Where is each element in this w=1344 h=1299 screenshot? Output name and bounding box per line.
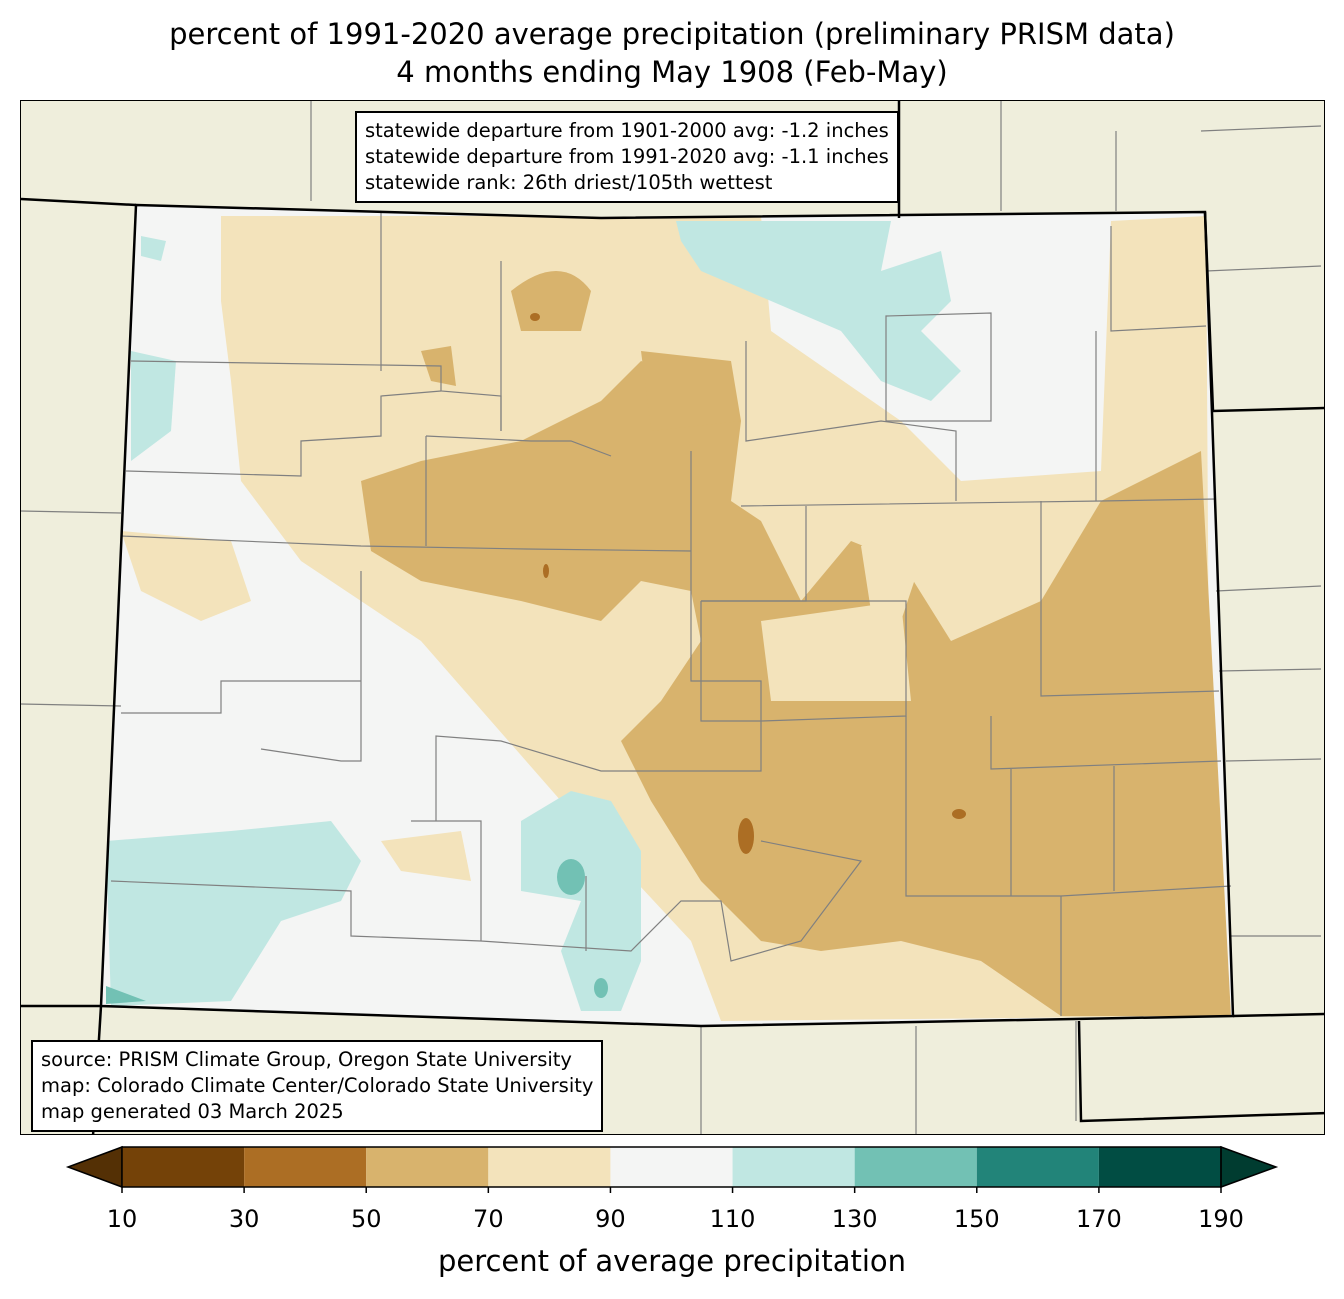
colorbar-tick-label: 170 [1075, 1205, 1122, 1233]
colorbar-bin [244, 1147, 367, 1187]
colorbar-tick-label: 90 [595, 1205, 626, 1233]
colorbar-label: percent of average precipitation [437, 1244, 907, 1278]
statewide-stats-box: statewide departure from 1901-2000 avg: … [355, 111, 899, 203]
colorbar-bin [122, 1147, 245, 1187]
colorado-precip-field [101, 205, 1233, 1026]
generated-date-line: map generated 03 March 2025 [41, 1100, 344, 1123]
colorbar-frame [121, 1146, 1222, 1188]
colorbar-tick-label: 110 [709, 1205, 756, 1233]
colorbar-bin [488, 1147, 611, 1187]
colorbar-tick-label: 130 [831, 1205, 878, 1233]
colorbar-tick-label: 30 [228, 1205, 260, 1233]
colorbar-bin [732, 1147, 855, 1187]
precipitation-map [20, 100, 1325, 1135]
colorbar [65, 1145, 1279, 1193]
source-box: source: PRISM Climate Group, Oregon Stat… [31, 1040, 604, 1132]
colorbar-tick-label: 70 [473, 1205, 504, 1233]
map-title-line2: 4 months ending May 1908 (Feb-May) [396, 55, 948, 89]
colorbar-tick-label: 190 [1198, 1205, 1244, 1233]
colorbar-bin [1098, 1147, 1221, 1187]
county-boundaries [21, 101, 1322, 1134]
colorbar-bin [854, 1147, 977, 1187]
stat-departure-1901-2000: statewide departure from 1901-2000 avg: … [365, 119, 889, 142]
colorbar-tick-label: 50 [350, 1205, 382, 1233]
colorbar-over-arrow [1220, 1145, 1279, 1189]
colorbar-bin [976, 1147, 1099, 1187]
stat-rank: statewide rank: 26th driest/105th wettes… [365, 171, 773, 194]
map-svg [21, 101, 1324, 1134]
colorbar-bin [366, 1147, 489, 1187]
source-line: source: PRISM Climate Group, Oregon Stat… [41, 1048, 572, 1071]
colorbar-tick-label: 150 [953, 1205, 1000, 1233]
colorbar-under-arrow [65, 1145, 123, 1189]
colorbar-bin [610, 1147, 733, 1187]
map-title-line1: percent of 1991-2020 average precipitati… [169, 17, 1175, 51]
map-credit-line: map: Colorado Climate Center/Colorado St… [41, 1074, 594, 1097]
colorbar-tick-label: 10 [106, 1205, 138, 1233]
stat-departure-1991-2020: statewide departure from 1991-2020 avg: … [365, 145, 889, 168]
